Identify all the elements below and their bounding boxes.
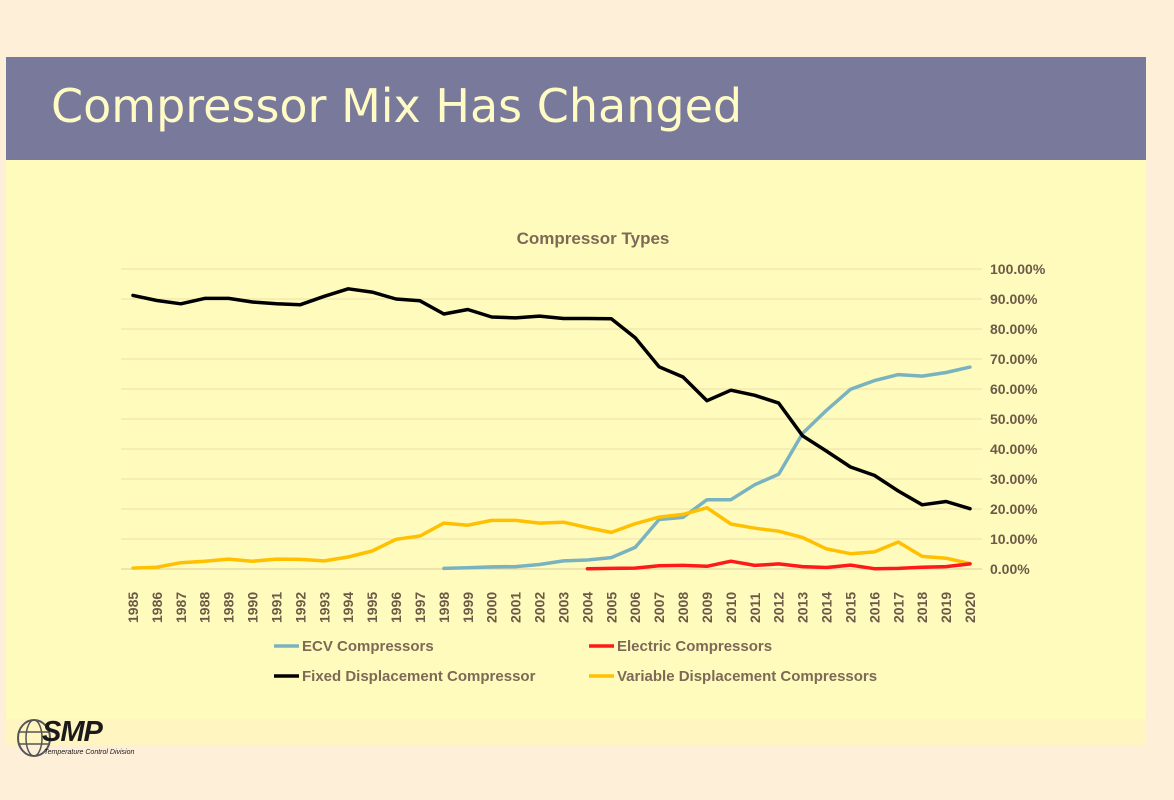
y-tick-label: 0.00% xyxy=(990,561,1030,577)
x-tick-label: 1995 xyxy=(364,592,380,623)
y-tick-label: 10.00% xyxy=(990,531,1038,547)
legend-label: ECV Compressors xyxy=(302,638,434,655)
y-tick-label: 80.00% xyxy=(990,321,1038,337)
x-tick-label: 2014 xyxy=(819,592,835,623)
y-tick-label: 100.00% xyxy=(990,261,1046,277)
series-line-3 xyxy=(131,506,972,570)
x-tick-label: 1992 xyxy=(292,592,308,623)
x-tick-label: 1986 xyxy=(149,592,165,623)
legend-label: Electric Compressors xyxy=(617,638,772,655)
x-tick-label: 1993 xyxy=(316,592,332,623)
y-tick-label: 20.00% xyxy=(990,501,1038,517)
x-tick-label: 2011 xyxy=(747,592,763,623)
series-lines xyxy=(131,287,972,571)
x-tick-label: 1985 xyxy=(125,592,141,623)
x-tick-label: 1991 xyxy=(268,592,284,623)
x-tick-label: 2000 xyxy=(484,592,500,623)
y-tick-label: 70.00% xyxy=(990,351,1038,367)
x-tick-label: 2017 xyxy=(890,592,906,623)
y-tick-label: 90.00% xyxy=(990,291,1038,307)
slide-footer-band xyxy=(6,719,1146,745)
x-tick-label: 2008 xyxy=(675,592,691,623)
x-tick-label: 2001 xyxy=(508,592,524,623)
x-tick-label: 1999 xyxy=(460,592,476,623)
slide: Compressor Mix Has Changed Compressor Ty… xyxy=(6,57,1146,757)
x-tick-label: 2015 xyxy=(842,592,858,623)
x-tick-label: 1990 xyxy=(245,592,261,623)
x-tick-label: 1998 xyxy=(436,592,452,623)
x-tick-label: 2005 xyxy=(603,592,619,623)
x-tick-label: 2007 xyxy=(651,592,667,623)
x-tick-label: 2004 xyxy=(579,592,595,623)
smp-logo: SMP Temperature Control Division xyxy=(14,714,142,764)
legend-label: Variable Displacement Compressors xyxy=(617,668,877,685)
globe-icon xyxy=(17,719,51,757)
series-line-0 xyxy=(442,365,972,571)
x-tick-label: 1997 xyxy=(412,592,428,623)
logo-wordmark: SMP xyxy=(42,716,103,748)
legend-label: Fixed Displacement Compressor xyxy=(302,668,536,685)
series-line-1 xyxy=(585,559,972,571)
x-tick-label: 2006 xyxy=(627,592,643,623)
series-line-2 xyxy=(131,287,972,511)
x-tick-label: 1988 xyxy=(197,592,213,623)
gridlines xyxy=(121,268,982,570)
y-tick-label: 50.00% xyxy=(990,411,1038,427)
x-tick-label: 2010 xyxy=(723,592,739,623)
x-tick-label: 1989 xyxy=(221,592,237,623)
x-tick-label: 2018 xyxy=(914,592,930,623)
title-bar: Compressor Mix Has Changed xyxy=(6,57,1146,160)
x-tick-label: 2016 xyxy=(866,592,882,623)
y-tick-label: 60.00% xyxy=(990,381,1038,397)
x-tick-label: 1994 xyxy=(340,592,356,623)
x-tick-label: 2002 xyxy=(532,592,548,623)
y-tick-label: 30.00% xyxy=(990,471,1038,487)
x-tick-label: 1996 xyxy=(388,592,404,623)
chart-title: Compressor Types xyxy=(517,229,670,248)
x-tick-label: 2003 xyxy=(555,592,571,623)
x-tick-label: 2012 xyxy=(771,592,787,623)
y-axis-ticks: 0.00% 10.00% 20.00% 30.00% 40.00% 50.00% 60.00… xyxy=(990,261,1046,577)
y-tick-label: 40.00% xyxy=(990,441,1038,457)
x-tick-label: 2020 xyxy=(962,592,978,623)
x-tick-label: 2013 xyxy=(795,592,811,623)
x-tick-label: 1987 xyxy=(173,592,189,623)
slide-title: Compressor Mix Has Changed xyxy=(51,79,743,133)
x-axis-ticks: 1985 1986 1987 1988 1989 1990 1991 1992 1993 1994… xyxy=(125,592,978,623)
logo-tagline: Temperature Control Division xyxy=(44,749,135,756)
x-tick-label: 2019 xyxy=(938,592,954,623)
legend: ECV Compressors Electric Compressors Fixed… xyxy=(274,638,877,685)
compressor-types-chart: Compressor Types 0.00% 10.00% 20.00% 30.00%… xyxy=(121,229,1046,685)
x-tick-label: 2009 xyxy=(699,592,715,623)
